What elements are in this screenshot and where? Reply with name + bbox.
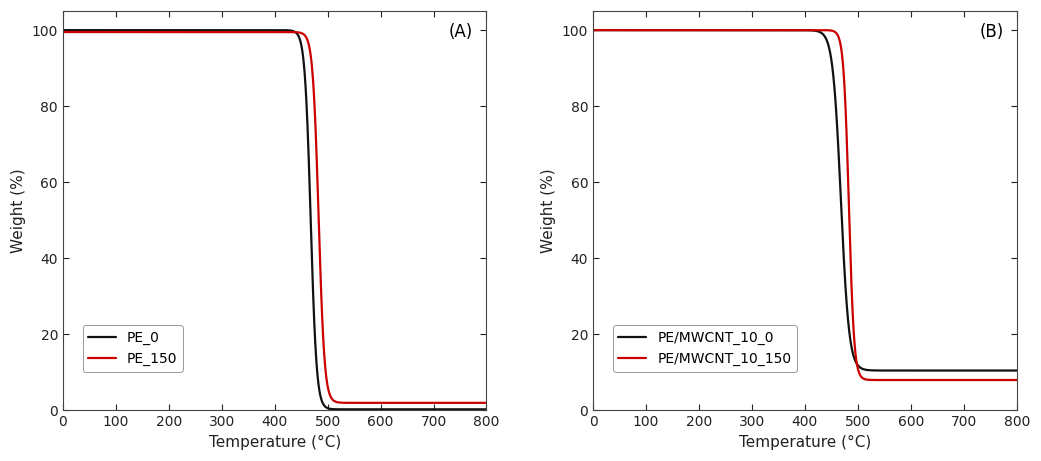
PE_0 <box>447 407 459 412</box>
X-axis label: Temperature (°C): Temperature (°C) <box>208 435 340 450</box>
PE/MWCNT_10_0 <box>994 368 1007 373</box>
PE/MWCNT_10_150 <box>765 27 778 33</box>
PE_150 <box>447 400 459 406</box>
PE_150 <box>480 400 492 406</box>
PE_0 <box>480 407 492 412</box>
PE/MWCNT_10_150 <box>997 377 1010 383</box>
PE/MWCNT_10_150 <box>768 27 781 33</box>
PE/MWCNT_10_150 <box>946 377 959 383</box>
PE_0 <box>258 27 271 33</box>
Line: PE/MWCNT_10_150: PE/MWCNT_10_150 <box>593 30 1017 380</box>
PE/MWCNT_10_150 <box>587 27 600 33</box>
PE/MWCNT_10_0 <box>976 368 989 373</box>
PE_0 <box>238 27 251 33</box>
PE_150 <box>234 29 247 35</box>
PE_150 <box>432 400 445 406</box>
PE/MWCNT_10_0 <box>788 27 801 33</box>
PE/MWCNT_10_0 <box>765 27 778 33</box>
PE_150 <box>258 29 271 35</box>
PE_150 <box>56 29 69 35</box>
PE/MWCNT_10_150 <box>894 377 907 383</box>
PE/MWCNT_10_0 <box>894 368 907 373</box>
PE/MWCNT_10_0 <box>1011 368 1023 373</box>
Line: PE_150: PE_150 <box>62 32 486 403</box>
PE/MWCNT_10_0 <box>997 368 1010 373</box>
PE_150 <box>467 400 480 406</box>
PE_0 <box>467 407 480 412</box>
Y-axis label: Weight (%): Weight (%) <box>541 168 556 253</box>
PE/MWCNT_10_0 <box>587 27 600 33</box>
PE/MWCNT_10_150 <box>788 27 801 33</box>
Y-axis label: Weight (%): Weight (%) <box>11 168 26 253</box>
PE_150 <box>364 400 377 406</box>
PE_0 <box>364 407 377 412</box>
PE_0 <box>56 27 69 33</box>
PE/MWCNT_10_150 <box>1011 377 1023 383</box>
Text: (A): (A) <box>449 23 474 41</box>
Line: PE/MWCNT_10_0: PE/MWCNT_10_0 <box>593 30 1017 371</box>
Legend: PE/MWCNT_10_0, PE/MWCNT_10_150: PE/MWCNT_10_0, PE/MWCNT_10_150 <box>613 325 797 372</box>
Text: (B): (B) <box>980 23 1004 41</box>
Legend: PE_0, PE_150: PE_0, PE_150 <box>82 325 183 372</box>
X-axis label: Temperature (°C): Temperature (°C) <box>739 435 871 450</box>
PE_0 <box>430 407 442 412</box>
PE_0 <box>234 27 247 33</box>
PE/MWCNT_10_0 <box>768 27 781 33</box>
Line: PE_0: PE_0 <box>62 30 486 409</box>
PE/MWCNT_10_150 <box>976 377 989 383</box>
PE_150 <box>238 29 251 35</box>
